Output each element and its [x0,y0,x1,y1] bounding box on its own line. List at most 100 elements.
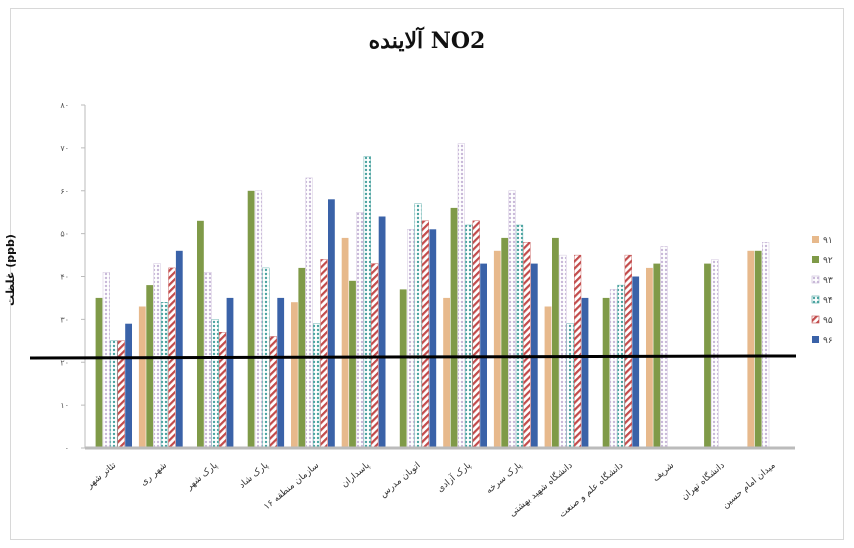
bar-۹۳-11 [660,246,668,449]
reference-line-group [29,354,797,360]
bar-۹۳-8 [508,190,516,449]
bar-۹۶-6 [429,229,437,448]
bar-۹۵-2 [218,332,227,449]
bar-۹۶-5 [378,216,386,448]
bar-۹۱-11 [646,267,653,448]
bar-۹۱-8 [493,250,501,448]
bar-۹۴-9 [566,323,574,449]
bar-۹۵-10 [624,254,632,449]
bar-۹۳-0 [102,272,111,449]
bar-۹۵-7 [472,220,480,449]
y-tick-label: ۲۰ [60,358,69,367]
bar-۹۱-13 [747,250,755,448]
bar-۹۳-12 [711,259,719,449]
bar-۹۳-9 [559,254,567,449]
bar-۹۱-4 [291,302,298,448]
y-tick-label: ۳۰ [60,315,69,324]
x-tick-label: تئاتر شهر [84,460,118,491]
bar-۹۴-7 [465,224,473,449]
bar-۹۵-9 [574,254,582,449]
bar-۹۳-7 [457,143,466,449]
x-tick-label: پارک شاد [237,460,271,491]
bar-۹۴-10 [617,284,625,449]
y-tick-label: ۷۰ [60,144,69,153]
legend-swatch-۹۱ [812,236,819,243]
bar-۹۶-0 [125,323,132,448]
bar-۹۴-4 [313,323,321,449]
y-tick-label: ۸۰ [60,101,69,110]
bar-۹۵-8 [523,241,531,449]
bar-۹۲-0 [95,297,103,448]
legend-swatch-۹۴ [811,295,820,304]
legend-label: ۹۱ [823,236,833,246]
x-tick-label: شریف [651,461,676,484]
legend-label: ۹۴ [823,296,833,306]
y-tick-label: ۵۰ [60,230,69,239]
bar-۹۴-5 [363,156,371,449]
bar-۹۱-5 [341,237,349,448]
bar-۹۶-4 [328,199,335,448]
bar-۹۳-5 [356,211,364,449]
bar-۹۳-6 [407,229,415,449]
bar-۹۴-8 [515,224,524,449]
bar-۹۳-1 [153,263,161,449]
x-tick-label: پاسداران [340,460,372,489]
reference-line [29,354,797,360]
x-tick-label: پارک آزادی [434,459,473,495]
bar-۹۴-2 [211,319,219,449]
bar-۹۶-2 [226,297,234,448]
x-tick-label: میدان امام حسین [721,461,778,511]
bar-۹۳-4 [305,177,313,449]
bar-۹۵-4 [320,259,328,449]
bar-۹۲-3 [247,190,255,449]
bar-۹۱-7 [443,297,450,448]
x-tick-label: سازمان منطقه ۱۶ [262,461,321,513]
y-tick-label: ۱۰ [60,401,69,410]
bar-۹۲-8 [501,237,509,448]
x-tick-label: شهر ری [139,461,169,489]
x-tick-label: دانشگاه تهران [678,459,726,502]
bar-۹۲-9 [552,237,559,448]
bar-۹۶-1 [175,250,183,448]
bar-۹۱-9 [544,306,552,448]
bar-۹۲-5 [349,280,356,448]
legend-swatch-۹۶ [812,336,819,343]
bar-۹۶-3 [277,297,285,448]
bars [85,143,795,450]
legend-label: ۹۶ [823,336,833,346]
bar-۹۴-1 [160,302,169,449]
bar-۹۶-10 [632,276,640,448]
bar-۹۱-1 [138,306,146,448]
chart-title: آلاینده NO2 [368,28,486,54]
bar-۹۵-3 [269,336,277,449]
x-tick-label: پارک شهر [183,460,220,493]
legend: ۹۱ ۹۲ ۹۳ ۹۴ ۹۵ ۹۶ [811,236,833,346]
bar-۹۴-6 [414,203,422,449]
bar-۹۲-7 [450,207,458,448]
legend-label: ۹۲ [823,256,833,266]
bar-۹۲-1 [146,285,154,448]
y-tick-label: ۴۰ [60,273,69,282]
legend-label: ۹۵ [823,316,833,326]
legend-label: ۹۳ [823,276,833,286]
bar-۹۳-3 [254,190,263,449]
bar-۹۲-6 [399,289,407,448]
x-tick-label: اتوبان مدرس [378,461,422,500]
bar-۹۲-2 [197,220,204,448]
y-tick-label: ۶۰ [60,187,69,196]
legend-swatch-۹۵ [811,315,820,324]
bar-۹۳-13 [762,241,770,449]
bar-۹۳-10 [609,289,618,449]
bar-۹۶-9 [581,297,589,448]
x-tick-label: پارک سرخه [484,460,525,497]
bar-۹۲-10 [602,297,610,448]
bar-۹۲-13 [754,250,762,448]
y-axis: ۰ ۱۰ ۲۰ ۳۰ ۴۰ ۵۰ ۶۰ ۷۰ ۸۰ [60,101,86,453]
bar-۹۳-2 [204,272,212,449]
legend-swatch-۹۳ [811,275,820,284]
legend-swatch-۹۲ [812,256,819,263]
bar-۹۵-6 [421,220,430,449]
y-tick-label: ۰ [65,444,69,453]
